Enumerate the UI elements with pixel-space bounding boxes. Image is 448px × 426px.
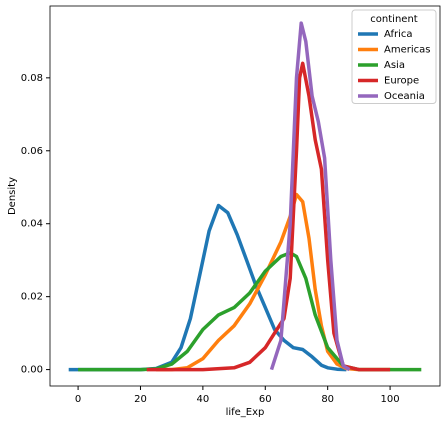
plot-frame — [49, 5, 441, 387]
y-tick-label: 0.02 — [21, 292, 43, 303]
y-tick-label: 0.04 — [21, 219, 43, 230]
legend-label: Asia — [384, 60, 405, 71]
x-tick-label: 40 — [197, 394, 210, 405]
series-line — [146, 61, 391, 372]
x-tick-label: 20 — [134, 394, 147, 405]
legend-label: Americas — [384, 45, 430, 56]
x-tick-label: 60 — [259, 394, 272, 405]
x-axis-label: life_Exp — [226, 407, 265, 418]
series-line — [269, 21, 351, 372]
legend-label: Africa — [384, 29, 413, 40]
legend-label: Europe — [384, 76, 419, 87]
x-tick-label: 80 — [321, 394, 334, 405]
legend-title: continent — [370, 14, 417, 25]
x-tick-label: 100 — [381, 394, 400, 405]
series-line — [68, 203, 347, 372]
y-tick-label: 0.06 — [21, 146, 43, 157]
y-axis-label: Density — [7, 177, 18, 215]
y-tick-label: 0.00 — [21, 365, 43, 376]
series-line — [78, 251, 422, 372]
legend-label: Oceania — [384, 91, 425, 102]
y-tick-label: 0.08 — [21, 73, 43, 84]
x-tick-label: 0 — [75, 394, 81, 405]
